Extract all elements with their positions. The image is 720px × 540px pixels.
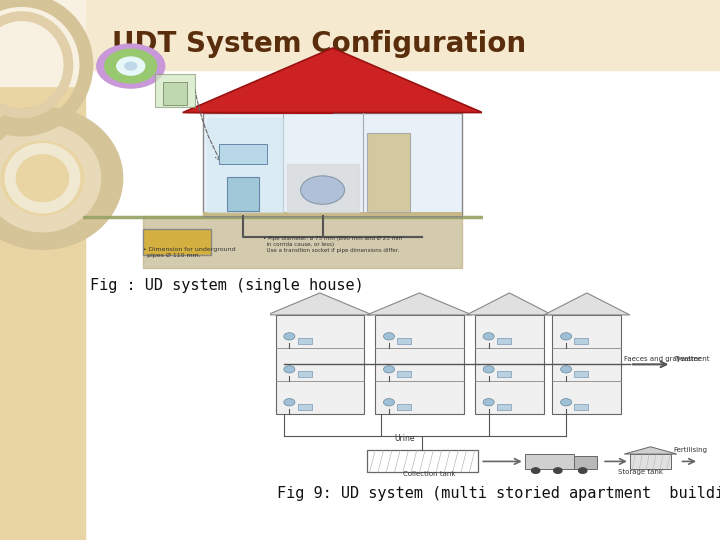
Text: Urine: Urine — [395, 434, 415, 443]
Polygon shape — [203, 212, 462, 216]
Circle shape — [561, 399, 572, 406]
Polygon shape — [367, 450, 477, 472]
Circle shape — [284, 333, 295, 340]
Polygon shape — [544, 293, 630, 315]
Circle shape — [384, 333, 395, 340]
Polygon shape — [552, 315, 621, 414]
Circle shape — [384, 399, 395, 406]
Polygon shape — [575, 404, 588, 410]
Polygon shape — [397, 404, 411, 410]
Text: Storage tank: Storage tank — [618, 469, 663, 475]
Polygon shape — [267, 293, 372, 315]
Polygon shape — [624, 447, 677, 454]
Circle shape — [117, 57, 145, 75]
Circle shape — [483, 399, 494, 406]
Text: Collection tank: Collection tank — [403, 471, 455, 477]
Polygon shape — [525, 454, 575, 469]
Circle shape — [105, 49, 157, 83]
Text: • Dimension for underground
  pipes Ø 110 mm.: • Dimension for underground pipes Ø 110 … — [143, 247, 235, 258]
Polygon shape — [297, 338, 312, 344]
Polygon shape — [366, 133, 410, 212]
Polygon shape — [575, 456, 597, 469]
Polygon shape — [143, 229, 211, 255]
Polygon shape — [375, 315, 464, 414]
Polygon shape — [297, 404, 312, 410]
Text: Fig 9: UD system (multi storied apartment  buildings): Fig 9: UD system (multi storied apartmen… — [277, 486, 720, 501]
Polygon shape — [183, 48, 482, 112]
Text: Fertilising: Fertilising — [674, 447, 708, 453]
Bar — [0, 0, 85, 86]
Polygon shape — [203, 112, 462, 216]
Text: Fig : UD system (single house): Fig : UD system (single house) — [90, 278, 364, 293]
Circle shape — [561, 333, 572, 340]
Polygon shape — [163, 82, 186, 105]
Polygon shape — [207, 118, 283, 212]
Polygon shape — [467, 293, 552, 315]
Polygon shape — [397, 338, 411, 344]
Circle shape — [561, 366, 572, 373]
Polygon shape — [367, 293, 472, 315]
Polygon shape — [474, 315, 544, 414]
Polygon shape — [497, 404, 510, 410]
Polygon shape — [276, 315, 364, 414]
Bar — [85, 0, 720, 70]
Circle shape — [284, 399, 295, 406]
Polygon shape — [155, 74, 194, 107]
Polygon shape — [287, 164, 359, 212]
Circle shape — [96, 44, 165, 88]
Polygon shape — [397, 371, 411, 377]
Circle shape — [300, 176, 345, 204]
Circle shape — [554, 468, 562, 474]
Polygon shape — [227, 177, 258, 211]
Circle shape — [483, 366, 494, 373]
Polygon shape — [630, 454, 671, 469]
Circle shape — [531, 468, 540, 474]
Polygon shape — [497, 371, 510, 377]
Polygon shape — [297, 371, 312, 377]
Text: • Pipe diameter: ø 75 mm (Ø90 mm and Ø 25 mm
  in corrida cause, or less)
  Use : • Pipe diameter: ø 75 mm (Ø90 mm and Ø 2… — [263, 237, 402, 253]
Text: UDT System Configuration: UDT System Configuration — [112, 30, 526, 58]
Circle shape — [284, 366, 295, 373]
Polygon shape — [575, 371, 588, 377]
Polygon shape — [497, 338, 510, 344]
Text: Treatment: Treatment — [674, 356, 709, 362]
Circle shape — [483, 333, 494, 340]
Circle shape — [384, 366, 395, 373]
Polygon shape — [575, 338, 588, 344]
Polygon shape — [219, 144, 266, 164]
Circle shape — [579, 468, 587, 474]
Text: Faeces and graywater: Faeces and graywater — [624, 356, 701, 362]
Circle shape — [125, 62, 137, 70]
Bar — [0, 0, 85, 540]
